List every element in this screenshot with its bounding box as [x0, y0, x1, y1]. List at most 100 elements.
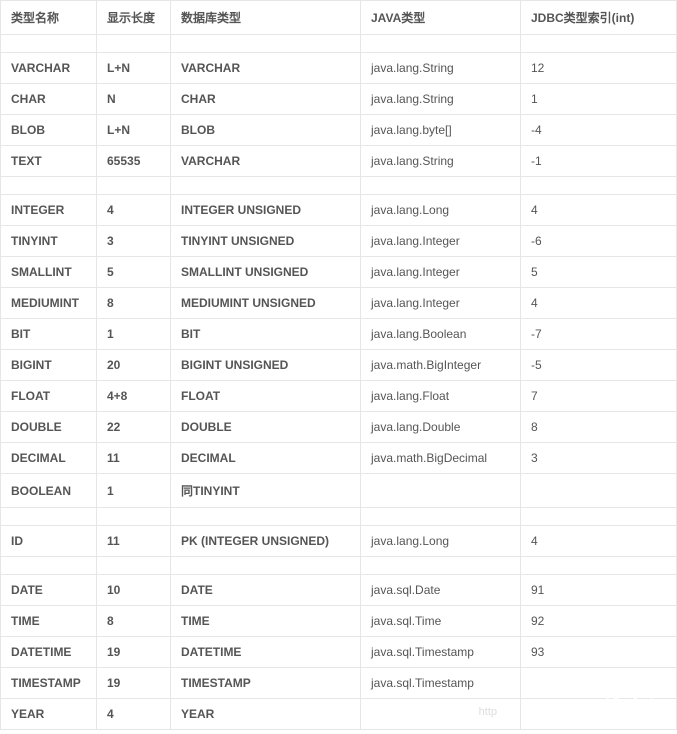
col-header-type-name: 类型名称 [1, 1, 97, 35]
cell: 4 [97, 195, 171, 226]
cell: -7 [521, 319, 677, 350]
empty-cell [1, 35, 97, 53]
table-row [1, 177, 677, 195]
table-row: TIME8TIMEjava.sql.Time92 [1, 606, 677, 637]
cell: ID [1, 526, 97, 557]
cell: DATE [171, 575, 361, 606]
cell: -4 [521, 115, 677, 146]
cell: java.lang.byte[] [361, 115, 521, 146]
cell: 19 [97, 668, 171, 699]
faint-watermark-url: http [479, 706, 497, 718]
empty-cell [97, 35, 171, 53]
empty-cell [97, 557, 171, 575]
empty-cell [1, 557, 97, 575]
cell: MEDIUMINT UNSIGNED [171, 288, 361, 319]
cell: -6 [521, 226, 677, 257]
cell: 1 [521, 84, 677, 115]
type-mapping-table: 类型名称 显示长度 数据库类型 JAVA类型 JDBC类型索引(int) VAR… [0, 0, 677, 730]
cell: java.sql.Date [361, 575, 521, 606]
cell [521, 699, 677, 730]
cell: BOOLEAN [1, 474, 97, 508]
cell: TIMESTAMP [1, 668, 97, 699]
cell: 10 [97, 575, 171, 606]
table-row: TINYINT3TINYINT UNSIGNEDjava.lang.Intege… [1, 226, 677, 257]
cell: DOUBLE [1, 412, 97, 443]
table-row: BOOLEAN1同TINYINT [1, 474, 677, 508]
cell: 1 [97, 474, 171, 508]
cell: VARCHAR [171, 53, 361, 84]
cell: CHAR [1, 84, 97, 115]
table-row: ID11PK (INTEGER UNSIGNED)java.lang.Long4 [1, 526, 677, 557]
cell: java.sql.Timestamp [361, 668, 521, 699]
page-wrap: 类型名称 显示长度 数据库类型 JAVA类型 JDBC类型索引(int) VAR… [0, 0, 677, 730]
cell: 92 [521, 606, 677, 637]
cell: DECIMAL [1, 443, 97, 474]
cell: TINYINT [1, 226, 97, 257]
cell: 19 [97, 637, 171, 668]
cell: 65535 [97, 146, 171, 177]
cell: java.lang.Integer [361, 257, 521, 288]
cell: 4 [97, 699, 171, 730]
cell: java.lang.Integer [361, 288, 521, 319]
cell: BIT [171, 319, 361, 350]
empty-cell [171, 177, 361, 195]
cell: -1 [521, 146, 677, 177]
col-header-display-length: 显示长度 [97, 1, 171, 35]
cell: 11 [97, 443, 171, 474]
table-row: BIGINT20BIGINT UNSIGNEDjava.math.BigInte… [1, 350, 677, 381]
empty-cell [171, 508, 361, 526]
cell: java.lang.Integer [361, 226, 521, 257]
cell: PK (INTEGER UNSIGNED) [171, 526, 361, 557]
cell: java.lang.Float [361, 381, 521, 412]
cell: 20 [97, 350, 171, 381]
cell: java.lang.Boolean [361, 319, 521, 350]
table-row: MEDIUMINT8MEDIUMINT UNSIGNEDjava.lang.In… [1, 288, 677, 319]
empty-cell [97, 177, 171, 195]
cell: java.lang.Long [361, 195, 521, 226]
cell: 8 [97, 606, 171, 637]
cell: DATETIME [1, 637, 97, 668]
cell: java.lang.String [361, 84, 521, 115]
cell: 8 [97, 288, 171, 319]
cell: FLOAT [1, 381, 97, 412]
cell: TIME [1, 606, 97, 637]
cell: DECIMAL [171, 443, 361, 474]
cell: 8 [521, 412, 677, 443]
cell [521, 668, 677, 699]
cell: 4 [521, 526, 677, 557]
table-header-row: 类型名称 显示长度 数据库类型 JAVA类型 JDBC类型索引(int) [1, 1, 677, 35]
table-body: VARCHARL+NVARCHARjava.lang.String12CHARN… [1, 35, 677, 730]
cell: BLOB [171, 115, 361, 146]
cell: java.lang.String [361, 146, 521, 177]
cell: 4 [521, 195, 677, 226]
cell: java.lang.Double [361, 412, 521, 443]
empty-cell [361, 508, 521, 526]
table-row: INTEGER4INTEGER UNSIGNEDjava.lang.Long4 [1, 195, 677, 226]
cell: 22 [97, 412, 171, 443]
cell: java.sql.Time [361, 606, 521, 637]
table-row: BLOBL+NBLOBjava.lang.byte[]-4 [1, 115, 677, 146]
cell: YEAR [1, 699, 97, 730]
table-row: BIT1BITjava.lang.Boolean-7 [1, 319, 677, 350]
cell: 同TINYINT [171, 474, 361, 508]
table-row: DATETIME19DATETIMEjava.sql.Timestamp93 [1, 637, 677, 668]
cell: BIGINT [1, 350, 97, 381]
cell: TEXT [1, 146, 97, 177]
table-row: DATE10DATEjava.sql.Date91 [1, 575, 677, 606]
cell: TINYINT UNSIGNED [171, 226, 361, 257]
cell: java.math.BigDecimal [361, 443, 521, 474]
cell: TIMESTAMP [171, 668, 361, 699]
cell: DATETIME [171, 637, 361, 668]
cell: 3 [521, 443, 677, 474]
cell: 3 [97, 226, 171, 257]
cell: INTEGER UNSIGNED [171, 195, 361, 226]
cell: MEDIUMINT [1, 288, 97, 319]
cell: java.lang.String [361, 53, 521, 84]
table-row: DECIMAL11DECIMALjava.math.BigDecimal3 [1, 443, 677, 474]
cell: VARCHAR [1, 53, 97, 84]
cell: 7 [521, 381, 677, 412]
empty-cell [171, 557, 361, 575]
table-row [1, 35, 677, 53]
cell: java.lang.Long [361, 526, 521, 557]
cell: SMALLINT [1, 257, 97, 288]
